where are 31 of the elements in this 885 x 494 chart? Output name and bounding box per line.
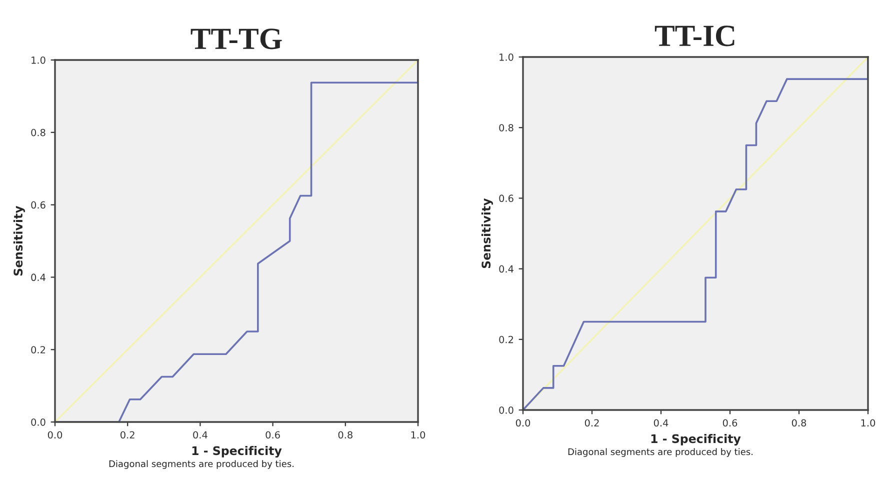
- y-tick-label: 0.4: [31, 274, 46, 282]
- y-tick-label: 0.6: [499, 194, 514, 202]
- y-tick-label: 0.8: [499, 124, 514, 132]
- y-tick-label: 1.0: [32, 56, 46, 64]
- x-tick-label: 0.0: [48, 431, 62, 439]
- y-tick-label: 0.2: [31, 346, 45, 354]
- y-tick-label: 0.2: [499, 336, 513, 344]
- text: Diagonal segments are produced by ties.: [109, 460, 294, 469]
- y-tick-label: 0.6: [31, 201, 46, 209]
- x-tick-label: 0.6: [266, 431, 280, 439]
- y-axis-title: Sensitivity: [13, 206, 25, 276]
- x-tick-label: 1.0: [861, 419, 876, 427]
- y-tick-label: 0.4: [499, 265, 514, 273]
- y-tick-label: 1.0: [500, 53, 514, 61]
- y-tick-label: 0.8: [31, 128, 46, 136]
- x-tick-label: 0.6: [722, 419, 738, 427]
- x-tick-label: 1.0: [411, 431, 426, 439]
- chart-title: TT-IC: [654, 26, 734, 46]
- y-axis-title: Sensitivity: [481, 198, 493, 268]
- x-tick-label: 0.4: [654, 419, 668, 427]
- x-axis-title: 1 - Specificity: [192, 446, 282, 458]
- chart-title: TT-TG: [190, 28, 282, 50]
- x-axis-title: 1 - Specificity: [651, 434, 741, 446]
- x-tick-label: 0.2: [584, 419, 599, 427]
- x-tick-label: 0.0: [516, 419, 530, 427]
- x-tick-label: 0.8: [338, 431, 352, 439]
- x-tick-label: 0.4: [193, 431, 208, 439]
- x-tick-label: 0.2: [120, 431, 134, 439]
- y-tick-label: 0.0: [499, 406, 514, 414]
- x-tick-label: 0.8: [792, 419, 806, 427]
- text: Diagonal segments are produced by ties.: [568, 448, 753, 457]
